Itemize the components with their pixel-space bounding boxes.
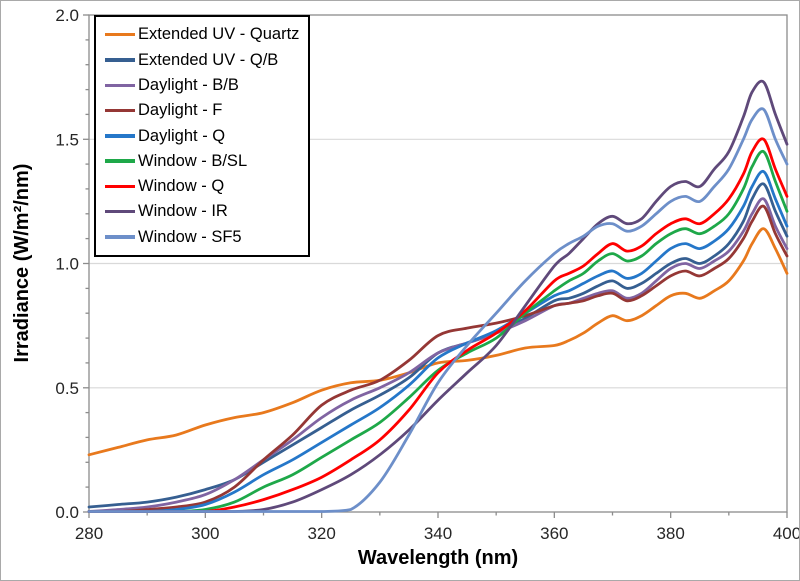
legend-label: Window - B/SL xyxy=(138,151,248,170)
legend-swatch xyxy=(105,108,135,113)
y-tick-label: 0.0 xyxy=(55,503,79,522)
series-line-window-b-sl xyxy=(87,149,789,513)
y-axis-title: Irradiance (W/m²/nm) xyxy=(11,164,33,363)
series-layer xyxy=(87,79,789,513)
legend-swatch xyxy=(105,134,135,138)
legend-swatch xyxy=(105,184,135,189)
legend-item: Window - B/SL xyxy=(105,148,299,173)
legend-swatch xyxy=(105,32,135,37)
x-tick-label: 400 xyxy=(773,524,800,543)
series-line-extended-uv-quartz xyxy=(87,227,789,457)
x-tick-label: 280 xyxy=(75,524,103,543)
legend-item: Daylight - B/B xyxy=(105,73,299,98)
x-tick-label: 380 xyxy=(656,524,684,543)
legend-swatch xyxy=(105,235,135,239)
y-tick-label: 0.5 xyxy=(55,379,79,398)
legend-label: Window - SF5 xyxy=(138,227,242,246)
x-tick-label: 340 xyxy=(424,524,452,543)
legend-item: Daylight - Q xyxy=(105,123,299,148)
series-line-daylight-q xyxy=(87,170,789,513)
legend-label: Window - IR xyxy=(138,202,228,221)
legend: Extended UV - Quartz Extended UV - Q/B Day… xyxy=(94,15,311,257)
legend-label: Extended UV - Quartz xyxy=(138,25,300,44)
legend-item: Window - SF5 xyxy=(105,224,299,249)
legend-swatch xyxy=(105,210,135,214)
y-tick-label: 1.5 xyxy=(55,130,79,149)
legend-label: Extended UV - Q/B xyxy=(138,50,279,69)
series-line-window-q xyxy=(87,137,789,513)
series-line-daylight-f xyxy=(87,204,789,513)
legend-swatch xyxy=(105,83,135,87)
legend-item: Daylight - F xyxy=(105,98,299,123)
legend-swatch xyxy=(105,159,135,163)
legend-label: Window - Q xyxy=(138,177,225,196)
legend-label: Daylight - Q xyxy=(138,126,226,145)
legend-label: Daylight - F xyxy=(138,101,223,120)
axes-layer: 280 300 320 340 360 380 400 0.0 0.5 1.0 1.5 2.0 xyxy=(55,6,800,543)
legend-item: Window - Q xyxy=(105,174,299,199)
series-line-window-sf5 xyxy=(87,107,789,513)
y-tick-label: 1.0 xyxy=(55,255,79,274)
x-axis-title: Wavelength (nm) xyxy=(358,547,518,569)
y-tick-label: 2.0 xyxy=(55,6,79,25)
legend-item: Extended UV - Quartz xyxy=(105,22,299,47)
x-tick-label: 360 xyxy=(540,524,568,543)
x-tick-label: 300 xyxy=(191,524,219,543)
legend-label: Daylight - B/B xyxy=(138,75,239,94)
legend-item: Extended UV - Q/B xyxy=(105,47,299,72)
x-tick-label: 320 xyxy=(307,524,335,543)
legend-swatch xyxy=(105,58,135,62)
legend-item: Window - IR xyxy=(105,199,299,224)
